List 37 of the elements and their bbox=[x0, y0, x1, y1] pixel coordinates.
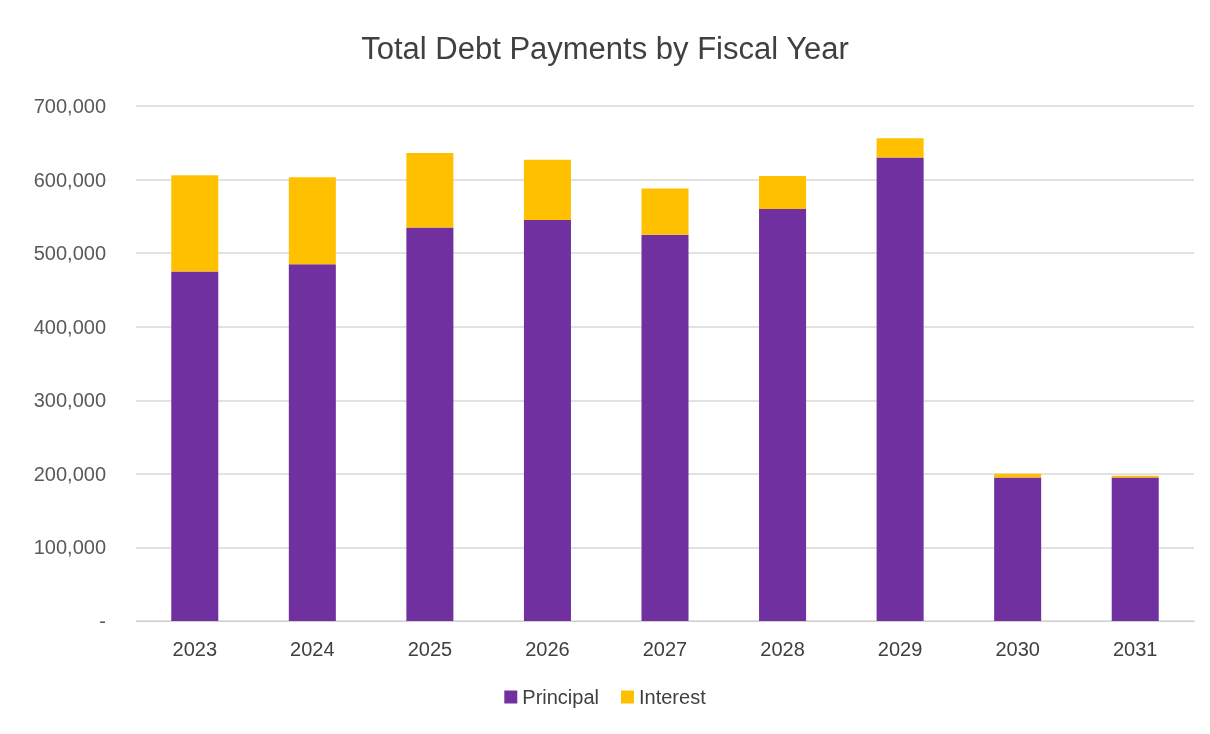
y-tick-label: 200,000 bbox=[33, 462, 106, 485]
bar bbox=[759, 175, 807, 209]
bar bbox=[406, 227, 454, 621]
bar bbox=[171, 271, 219, 621]
y-tick-label: 400,000 bbox=[33, 315, 106, 338]
x-tick-label: 2030 bbox=[995, 638, 1040, 660]
y-tick-label: 500,000 bbox=[33, 242, 106, 265]
bar bbox=[406, 153, 454, 228]
x-tick-label: 2029 bbox=[877, 638, 923, 660]
x-tick-label: 2028 bbox=[760, 638, 805, 660]
y-tick-label: 300,000 bbox=[33, 389, 106, 412]
bar bbox=[876, 157, 924, 621]
y-tick-label: - bbox=[99, 610, 106, 632]
y-tick-label: 100,000 bbox=[33, 536, 106, 559]
bar bbox=[876, 138, 924, 158]
bar bbox=[523, 159, 571, 221]
x-tick-label: 2023 bbox=[172, 638, 218, 660]
x-tick-label: 2024 bbox=[290, 638, 335, 660]
x-tick-label: 2031 bbox=[1112, 638, 1158, 660]
bar bbox=[171, 175, 219, 272]
x-tick-label: 2027 bbox=[642, 638, 688, 660]
bar bbox=[1111, 477, 1159, 621]
chart-title: Total Debt Payments by Fiscal Year bbox=[361, 31, 849, 66]
bar bbox=[641, 234, 689, 621]
legend-label: Principal bbox=[522, 686, 599, 708]
y-tick-label: 600,000 bbox=[33, 168, 106, 191]
legend-label: Interest bbox=[639, 686, 707, 708]
bar bbox=[994, 473, 1042, 478]
bar bbox=[288, 264, 336, 621]
bar bbox=[994, 477, 1042, 621]
y-tick-label: 700,000 bbox=[33, 95, 106, 117]
x-tick-label: 2026 bbox=[525, 638, 570, 660]
bar bbox=[523, 220, 571, 621]
bar bbox=[641, 188, 689, 235]
x-tick-label: 2025 bbox=[407, 638, 453, 660]
bar bbox=[759, 209, 807, 621]
bar bbox=[288, 177, 336, 265]
